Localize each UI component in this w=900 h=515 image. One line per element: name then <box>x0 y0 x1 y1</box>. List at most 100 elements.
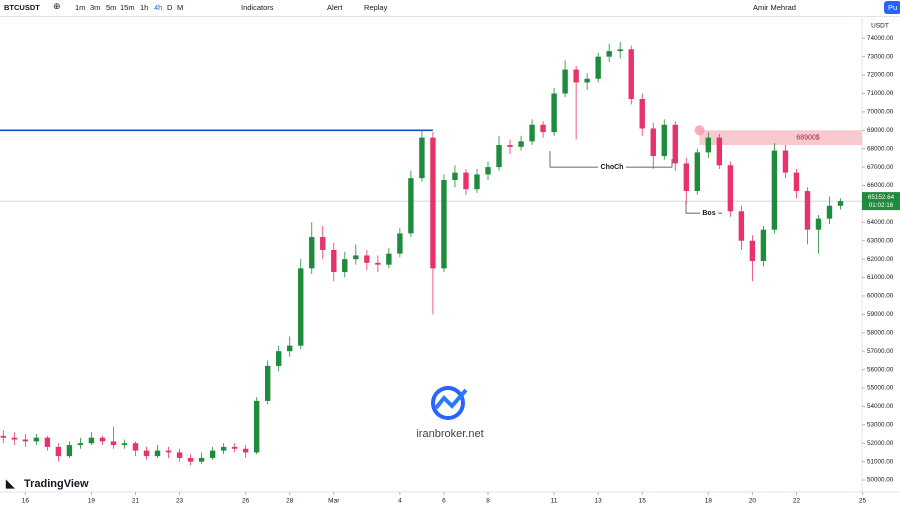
x-tick-label: 20 <box>749 498 757 505</box>
choch-bg <box>598 162 626 173</box>
interval[interactable]: 5m <box>106 3 117 12</box>
x-tick-label: 13 <box>595 498 603 505</box>
candle-body <box>782 150 789 173</box>
y-tick-label: 67000.00 <box>867 164 894 171</box>
y-tick-label: 70000.00 <box>867 109 894 116</box>
candle-body <box>749 240 756 261</box>
y-tick-label: 53000.00 <box>867 421 894 428</box>
candle-body <box>452 172 458 180</box>
candle-body <box>209 450 216 458</box>
x-tick-label: Mar <box>328 498 340 505</box>
interval[interactable]: M <box>177 3 184 12</box>
x-tick-label: 21 <box>132 498 140 505</box>
candle-body <box>496 145 502 168</box>
candle-body <box>253 400 260 453</box>
watermark-logo <box>431 386 468 420</box>
candle-body <box>584 78 590 83</box>
candle-body <box>353 255 359 260</box>
candle-body <box>198 457 205 462</box>
interval[interactable]: 3m <box>90 3 101 12</box>
price-tag-label: 65152.64 <box>868 194 895 201</box>
y-tick-label: 60000.00 <box>867 293 894 300</box>
candle-body <box>430 137 436 269</box>
candle-body <box>298 268 304 346</box>
candle-body <box>264 365 271 401</box>
interval[interactable]: 1h <box>140 3 149 12</box>
candle-body <box>573 69 579 83</box>
candle-body <box>639 98 645 129</box>
replay[interactable]: Replay <box>364 3 388 12</box>
candle-body <box>55 446 62 457</box>
x-tick-label: 28 <box>286 498 294 505</box>
interval[interactable]: 1m <box>75 3 86 12</box>
candle-body <box>0 435 7 438</box>
candle-body <box>11 437 18 440</box>
candle-body <box>837 201 844 206</box>
y-tick-label: 74000.00 <box>867 35 894 42</box>
y-tick-label: 59000.00 <box>867 311 894 318</box>
watermark: iranbroker.net <box>416 428 483 440</box>
y-tick-label: 68000.00 <box>867 145 894 152</box>
interval[interactable]: D <box>167 3 173 12</box>
x-tick-label: 6 <box>442 498 446 505</box>
candle-body <box>121 443 128 446</box>
candle-body <box>132 443 139 451</box>
candle-body <box>287 345 293 352</box>
candle-body <box>474 174 480 190</box>
toolbar: BTCUSDT ⊕ 1m 3m 5m 15m 1h 4h D M Indicat… <box>0 0 900 17</box>
candle-body <box>595 56 601 79</box>
candle-body <box>22 439 29 442</box>
candle-body <box>485 167 491 175</box>
candle-body <box>99 437 106 442</box>
y-tick-label: 73000.00 <box>867 53 894 60</box>
candle-body <box>804 191 811 230</box>
x-tick-label: 19 <box>88 498 96 505</box>
candle-body <box>364 255 370 263</box>
candle-body <box>771 150 778 230</box>
candle-body <box>154 450 161 457</box>
countdown: 01:02:16 <box>869 202 894 209</box>
add-symbol[interactable]: ⊕ <box>53 1 61 11</box>
candle-body <box>529 124 535 142</box>
y-tick-label: 71000.00 <box>867 90 894 97</box>
candle-body <box>331 249 337 273</box>
candle-body <box>518 141 524 147</box>
bos-bg <box>700 208 718 219</box>
candle-body <box>419 137 425 179</box>
candle-body <box>397 233 403 254</box>
y-tick-label: 69000.00 <box>867 127 894 134</box>
candle-body <box>793 172 800 192</box>
candle-body <box>276 351 282 366</box>
candle-body <box>165 450 172 453</box>
alert[interactable]: Alert <box>327 3 343 12</box>
candle-body <box>628 49 634 99</box>
x-tick-label: 22 <box>793 498 801 505</box>
zone-marker <box>694 125 705 136</box>
candle-body <box>760 229 767 261</box>
price-tag <box>862 192 900 211</box>
supply-zone <box>699 130 862 146</box>
zone-label: 68900$ <box>796 134 819 141</box>
y-tick-label: 58000.00 <box>867 329 894 336</box>
interval[interactable]: 4h <box>154 3 163 12</box>
currency: USDT <box>871 23 889 30</box>
candle-body <box>441 179 447 269</box>
y-tick-label: 56000.00 <box>867 366 894 373</box>
brand: TradingView <box>24 478 89 490</box>
indicators[interactable]: Indicators <box>241 3 274 12</box>
candle-body <box>408 178 414 234</box>
candle-body <box>187 457 194 462</box>
candle-body <box>66 445 73 457</box>
x-tick-label: 16 <box>22 498 30 505</box>
candle-body <box>375 262 381 265</box>
y-tick-label: 51000.00 <box>867 458 894 465</box>
candle-body <box>672 124 678 164</box>
publish[interactable]: Pu <box>884 1 900 14</box>
user[interactable]: Amir Mehrad <box>753 3 796 12</box>
candle-body <box>77 443 84 446</box>
candle-body <box>463 172 469 190</box>
y-tick-label: 72000.00 <box>867 72 894 79</box>
symbol[interactable]: BTCUSDT <box>4 3 40 12</box>
interval[interactable]: 15m <box>120 3 135 12</box>
